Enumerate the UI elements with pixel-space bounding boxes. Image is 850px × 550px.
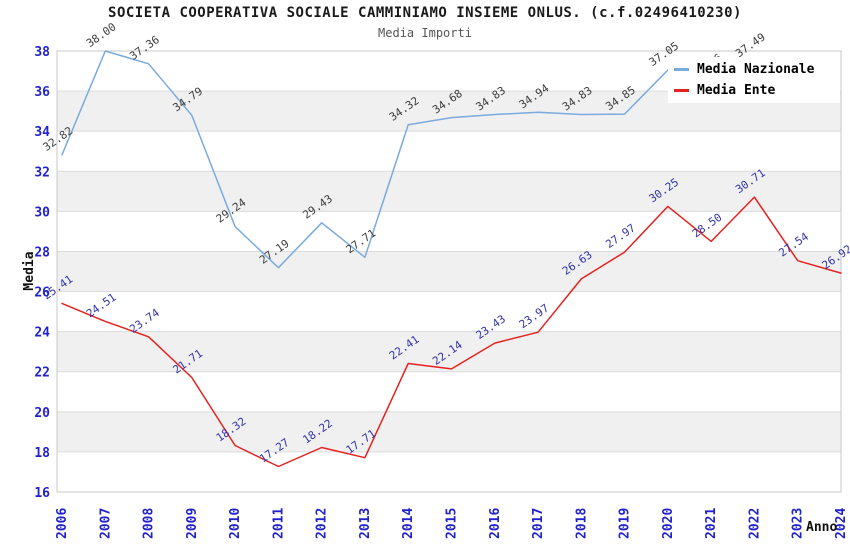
band [57,251,841,292]
x-tick-label: 2006 [55,508,70,539]
x-tick-label: 2014 [401,508,416,539]
legend: Media Nazionale Media Ente [668,57,840,103]
plot-border [56,50,842,493]
series-line-media-nazionale [61,50,756,269]
y-tick-label: 34 [34,125,50,140]
legend-swatch-media-ente-icon [674,88,689,92]
x-tick-label: 2024 [834,508,849,539]
y-tick-label: 30 [34,205,50,220]
series-line-media-ente [61,196,842,468]
y-axis-title: Media [22,251,37,291]
band [57,331,841,372]
x-tick-label: 2018 [574,508,589,539]
y-tick-label: 38 [34,45,50,60]
y-tick-label: 22 [34,366,50,381]
band [57,411,841,452]
x-axis-title: Anno [806,520,838,535]
point-label: 27.97 [603,221,638,251]
point-label: 24.51 [84,291,119,321]
x-tick-label: 2019 [618,508,633,539]
band [57,171,841,212]
y-tick-label: 26 [34,286,50,301]
y-tick-label: 28 [34,245,50,260]
legend-label: Media Nazionale [697,62,815,78]
chart-title: SOCIETA COOPERATIVA SOCIALE CAMMINIAMO I… [108,5,742,21]
x-tick-label: 2022 [747,508,762,539]
point-label: 37.49 [733,31,768,61]
x-tick-label: 2016 [488,508,503,539]
legend-item-media-ente: Media Ente [674,80,840,100]
x-tick-label: 2023 [791,508,806,539]
point-label: 37.36 [127,33,162,63]
legend-item-media-nazionale: Media Nazionale [674,60,840,80]
x-tick-label: 2017 [531,508,546,539]
x-tick-label: 2009 [185,508,200,539]
y-tick-label: 36 [34,85,50,100]
y-tick-label: 24 [34,326,50,341]
x-tick-label: 2008 [142,508,157,539]
point-label: 28.50 [690,211,725,241]
x-tick-label: 2013 [358,508,373,539]
x-tick-label: 2007 [98,508,113,539]
x-tick-label: 2015 [445,508,460,539]
y-tick-label: 16 [34,486,50,501]
x-tick-label: 2020 [661,508,676,539]
point-label: 38.00 [84,20,119,50]
x-tick-label: 2011 [271,508,286,539]
y-tick-label: 20 [34,406,50,421]
point-label: 23.97 [517,302,552,332]
x-tick-label: 2010 [228,508,243,539]
y-tick-label: 32 [34,165,50,180]
chart-subtitle: Media Importi [378,26,472,40]
legend-label: Media Ente [697,82,776,98]
y-tick-label: 18 [34,446,50,461]
x-tick-label: 2012 [315,508,330,539]
legend-swatch-media-nazionale-icon [674,68,689,72]
x-tick-label: 2021 [704,508,719,539]
